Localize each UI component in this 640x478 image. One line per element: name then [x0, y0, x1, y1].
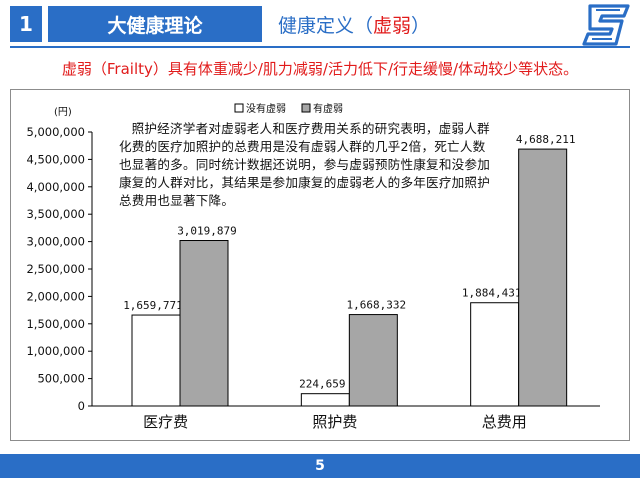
bar-value-label: 4,688,211 — [516, 133, 576, 146]
frailty-definition: 虚弱（Frailty）具有体重减少/肌力减弱/活力低下/行走缓慢/体动较少等状态… — [61, 60, 579, 78]
subtitle-paren-close: ） — [411, 14, 431, 37]
y-tick-label: 2,000,000 — [26, 289, 85, 303]
x-category-label: 照护费 — [312, 413, 357, 431]
bar — [300, 393, 350, 407]
bar-chart: 0 500,000 1,000,000 1,500,000 2,000,000 2,500… — [10, 89, 630, 441]
bar — [179, 240, 229, 407]
bar — [470, 302, 520, 407]
section-number: 1 — [10, 6, 42, 42]
chart-annotation: 照护经济学者对虚弱老人和医疗费用关系的研究表明，虚弱人群化费的医疗加照护的总费用… — [119, 121, 491, 208]
y-tick-label: 2,500,000 — [26, 262, 85, 276]
bar-value-label: 1,668,332 — [347, 299, 407, 312]
section-title: 大健康理论 — [48, 6, 262, 42]
bar — [348, 314, 398, 407]
y-tick-label: 3,000,000 — [26, 235, 85, 249]
x-category-label: 总费用 — [482, 413, 527, 431]
y-tick-label: 4,500,000 — [26, 152, 85, 166]
y-tick-label: 1,000,000 — [26, 344, 85, 358]
legend-swatch — [234, 103, 244, 113]
y-tick-label: 5,000,000 — [26, 125, 85, 139]
page-number: 5 — [315, 458, 325, 474]
x-category-label: 医疗费 — [143, 413, 188, 431]
subtitle-highlight: 虚弱 — [373, 14, 412, 37]
header-divider — [10, 46, 630, 48]
brand-logo-icon — [582, 4, 630, 46]
y-tick-label: 1,500,000 — [26, 317, 85, 331]
bar-value-label: 3,019,879 — [177, 225, 237, 238]
y-tick-label: 4,000,000 — [26, 180, 85, 194]
bar-value-label: 224,659 — [299, 378, 345, 391]
bar — [518, 148, 568, 407]
bar-value-label: 1,884,431 — [462, 287, 522, 300]
footer-bar: 5 — [0, 454, 640, 478]
legend-label: 没有虚弱 — [246, 102, 286, 115]
y-tick-label: 0 — [78, 399, 85, 413]
y-tick-label: 3,500,000 — [26, 207, 85, 221]
y-unit-label: (円) — [54, 107, 72, 118]
subtitle-paren-open: （ — [354, 14, 374, 37]
legend-swatch — [301, 103, 311, 113]
legend-label: 有虚弱 — [313, 102, 343, 115]
chart-svg: 0 500,000 1,000,000 1,500,000 2,000,000 2,500… — [10, 89, 630, 441]
bar — [131, 314, 181, 407]
y-tick-label: 500,000 — [37, 372, 85, 386]
bar-value-label: 1,659,771 — [123, 299, 183, 312]
subtitle-prefix: 健康定义 — [278, 14, 355, 37]
page-subtitle: 健康定义（虚弱） — [278, 8, 430, 40]
